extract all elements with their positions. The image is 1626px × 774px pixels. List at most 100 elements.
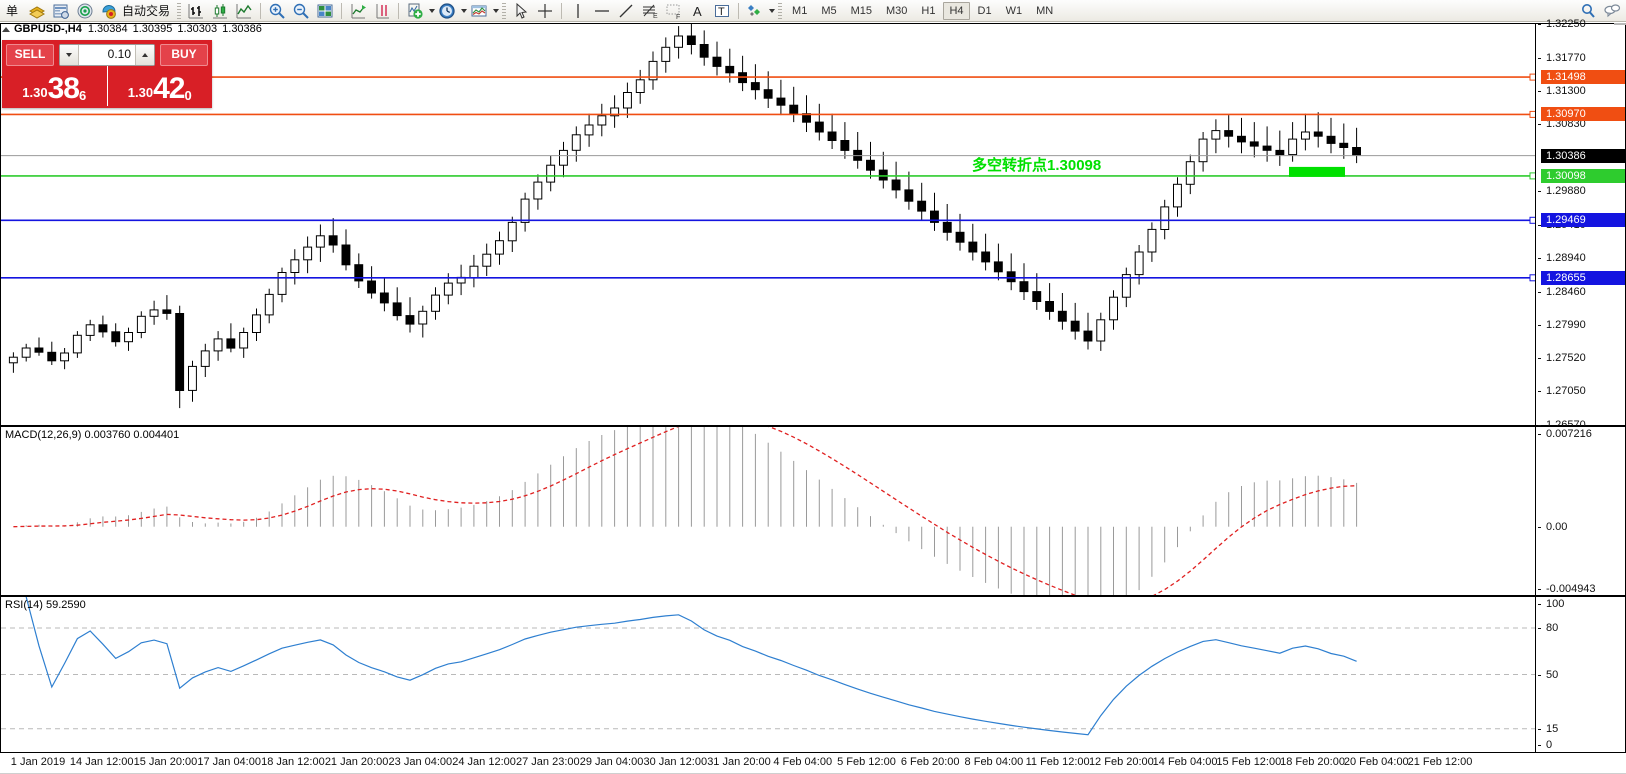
price-candles (1, 24, 1535, 409)
volume-increase-button[interactable] (135, 44, 154, 65)
timeframe-m15[interactable]: M15 (850, 4, 872, 17)
volume-stepper[interactable]: 0.10 (59, 43, 155, 66)
volume-input[interactable]: 0.10 (107, 46, 131, 61)
bar-chart-icon[interactable] (184, 1, 208, 21)
crosshair-icon[interactable] (533, 1, 557, 21)
period-icon[interactable] (435, 1, 459, 21)
one-click-trading-panel[interactable]: SELL 0.10 BUY 1.30 38 6 1.30 42 0 (2, 40, 212, 108)
chart-scrollbar[interactable] (1614, 23, 1626, 25)
new-order-button[interactable]: 单 (2, 1, 25, 21)
timeframe-mn[interactable]: MN (1036, 4, 1054, 17)
time-axis-label: 21 Jan 20:00 (324, 756, 389, 768)
time-axis-label: 18 Jan 12:00 (261, 756, 325, 768)
chat-icon[interactable] (1600, 1, 1624, 21)
zoom-in-icon[interactable] (265, 1, 289, 21)
quote-low: 1.30303 (177, 23, 218, 35)
trendline-icon[interactable] (614, 1, 638, 21)
line-chart-icon[interactable] (232, 1, 256, 21)
time-axis-label: 5 Feb 12:00 (837, 756, 896, 768)
price-tick: 1.27050 (1538, 385, 1625, 397)
rsi-pane[interactable]: RSI(14) 59.2590 100 80 50 15 0 (0, 596, 1626, 753)
timeframe-h4[interactable]: H4 (943, 1, 970, 20)
time-axis-label: 12 Feb 20:00 (1088, 756, 1154, 768)
chart-collapse-icon[interactable] (2, 26, 10, 32)
chevron-up-icon (142, 52, 148, 57)
timeframe-h1[interactable]: H1 (921, 4, 936, 17)
price-level-tag[interactable]: 1.29469 (1541, 213, 1625, 228)
price-level-tag[interactable]: 1.30970 (1541, 107, 1625, 122)
sell-price[interactable]: 1.30 38 6 (2, 66, 107, 106)
channel-icon[interactable]: F (662, 1, 686, 21)
layers-icon[interactable] (25, 1, 49, 21)
chart-annotation-text: 多空转折点1.30098 (972, 156, 1102, 174)
price-scale[interactable]: 1.322501.317701.313001.308301.298801.294… (1535, 18, 1625, 431)
timeframe-d1[interactable]: D1 (977, 4, 992, 17)
time-axis-label: 30 Jan 12:00 (643, 756, 708, 768)
rsi-tick: 0 (1538, 739, 1625, 751)
navigator-icon[interactable] (73, 1, 97, 21)
sell-button[interactable]: SELL (6, 43, 54, 66)
fibo-icon[interactable]: E (638, 1, 662, 21)
vline-icon[interactable] (566, 1, 590, 21)
macd-series (13, 427, 1358, 595)
time-axis-label: 29 Jan 04:00 (579, 756, 644, 768)
period-dropdown-caret[interactable] (461, 8, 468, 13)
hline-icon[interactable] (590, 1, 614, 21)
rsi-scale[interactable]: 100 80 50 15 0 (1535, 597, 1625, 752)
templates-dropdown-caret[interactable] (493, 8, 500, 13)
time-axis-label: 27 Jan 23:00 (516, 756, 580, 768)
autotrading-label[interactable]: 自动交易 (122, 4, 171, 18)
toolbar-grip-3[interactable] (778, 2, 783, 19)
chart-symbol-label: GBPUSD-,H4 (14, 23, 82, 35)
macd-pane[interactable]: MACD(12,26,9) 0.003760 0.004401 0.007216… (0, 426, 1626, 596)
macd-tick: 0.007216 (1538, 428, 1625, 440)
objects-icon[interactable] (743, 1, 767, 21)
time-axis-label: 14 Jan 12:00 (69, 756, 134, 768)
time-axis-label: 8 Feb 04:00 (964, 756, 1024, 768)
price-level-tag[interactable]: 1.31498 (1541, 70, 1625, 85)
macd-plot-area[interactable] (1, 427, 1535, 595)
price-chart-pane[interactable]: 1.322501.317701.313001.308301.298801.294… (0, 18, 1626, 431)
buy-price-prefix: 1.30 (127, 85, 154, 100)
price-level-tag[interactable]: 1.30386 (1541, 148, 1625, 163)
data-window-icon[interactable] (313, 1, 337, 21)
objects-dropdown-caret[interactable] (769, 8, 776, 13)
timeframe-w1[interactable]: W1 (1005, 4, 1023, 17)
buy-button[interactable]: BUY (160, 43, 208, 66)
toolbar-grip[interactable] (177, 2, 182, 19)
market-watch-icon[interactable] (49, 1, 73, 21)
time-axis-label: 17 Jan 04:00 (197, 756, 261, 768)
price-tick: 1.31300 (1538, 85, 1625, 97)
chart-autoscroll-icon[interactable] (370, 1, 394, 21)
templates-icon[interactable] (467, 1, 491, 21)
search-icon[interactable] (1576, 1, 1600, 21)
indicator-dropdown-caret[interactable] (429, 8, 436, 13)
add-indicator-icon[interactable] (403, 1, 427, 21)
timeframe-m1[interactable]: M1 (792, 4, 808, 17)
time-axis-label: 15 Jan 20:00 (133, 756, 198, 768)
svg-text:A: A (693, 4, 702, 19)
rsi-tick: 50 (1538, 669, 1625, 681)
time-axis[interactable]: 1 Jan 2019 14 Jan 12:00 15 Jan 20:00 17 Jan… (0, 753, 1626, 774)
toolbar-separator-5 (738, 2, 740, 19)
buy-price[interactable]: 1.30 42 0 (106, 66, 213, 106)
price-level-tag[interactable]: 1.30098 (1541, 168, 1625, 183)
textlabel-icon[interactable]: T (710, 1, 734, 21)
chart-shift-icon[interactable] (346, 1, 370, 21)
toolbar-grip-2[interactable] (502, 2, 507, 19)
time-axis-label: 23 Jan 04:00 (388, 756, 453, 768)
time-axis-label: 15 Feb 12:00 (1216, 756, 1282, 768)
cursor-icon[interactable] (509, 1, 533, 21)
price-plot-area[interactable] (1, 24, 1535, 425)
zoom-out-icon[interactable] (289, 1, 313, 21)
timeframe-m5[interactable]: M5 (821, 4, 837, 17)
candlestick-chart-icon[interactable] (208, 1, 232, 21)
text-icon[interactable]: A (686, 1, 710, 21)
time-axis-label: 31 Jan 20:00 (707, 756, 771, 768)
timeframe-m30[interactable]: M30 (886, 4, 908, 17)
autotrading-icon[interactable] (97, 1, 121, 21)
macd-scale[interactable]: 0.007216 0.00 -0.004943 (1535, 427, 1625, 595)
volume-decrease-button[interactable] (60, 44, 79, 65)
price-level-tag[interactable]: 1.28655 (1541, 270, 1625, 285)
rsi-plot-area[interactable] (1, 597, 1535, 752)
